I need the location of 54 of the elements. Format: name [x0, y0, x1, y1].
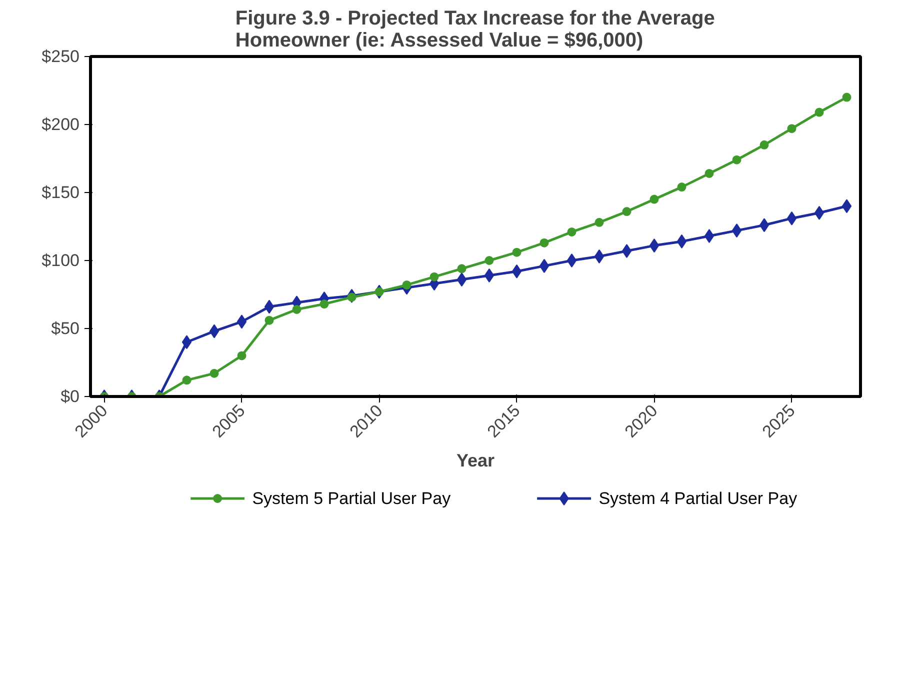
- point: [182, 335, 192, 350]
- point: [814, 108, 824, 117]
- point: [237, 351, 246, 360]
- point: [622, 244, 632, 258]
- point: [264, 300, 274, 314]
- point: [677, 182, 686, 192]
- point: [594, 249, 604, 264]
- point: [842, 199, 852, 214]
- legend-label: System 4 Partial User Pay: [598, 489, 798, 508]
- point: [786, 211, 797, 226]
- y-tick-label: $50: [51, 319, 80, 338]
- point: [650, 194, 659, 204]
- point: [540, 238, 549, 248]
- point: [292, 304, 302, 314]
- point: [567, 227, 576, 236]
- point: [320, 300, 329, 309]
- y-tick-label: $200: [42, 115, 80, 134]
- point: [456, 272, 467, 287]
- point: [704, 229, 714, 244]
- point: [512, 264, 522, 278]
- legend-label: System 5 Partial User Pay: [252, 489, 452, 508]
- point: [566, 254, 577, 268]
- x-axis-title: Year: [456, 450, 495, 471]
- point: [457, 264, 466, 274]
- point: [622, 207, 632, 216]
- point: [484, 268, 494, 282]
- y-tick-label: $250: [42, 47, 80, 66]
- point: [759, 218, 770, 232]
- point: [539, 258, 550, 273]
- chart-title: Figure 3.9 - Projected Tax Increase for the Average Homeowner (ie: Assessed Value = $96,000): [235, 8, 715, 52]
- y-tick-label: $0: [60, 387, 80, 406]
- point: [209, 324, 220, 338]
- point: [484, 256, 494, 265]
- point: [374, 287, 384, 296]
- point: [210, 368, 219, 378]
- point: [814, 206, 824, 220]
- point: [760, 140, 769, 150]
- point: [649, 238, 660, 253]
- point: [264, 316, 274, 325]
- point: [182, 376, 192, 385]
- point: [512, 248, 522, 257]
- point: [347, 292, 356, 302]
- point: [732, 224, 742, 238]
- y-tick-label: $150: [42, 183, 80, 202]
- point: [787, 124, 796, 134]
- y-tick-label: $100: [42, 251, 80, 270]
- point: [402, 280, 412, 290]
- point: [430, 272, 439, 282]
- point: [842, 92, 852, 102]
- point: [704, 168, 714, 178]
- point: [676, 234, 687, 248]
- point: [732, 155, 742, 164]
- point: [236, 314, 247, 329]
- point: [594, 218, 604, 227]
